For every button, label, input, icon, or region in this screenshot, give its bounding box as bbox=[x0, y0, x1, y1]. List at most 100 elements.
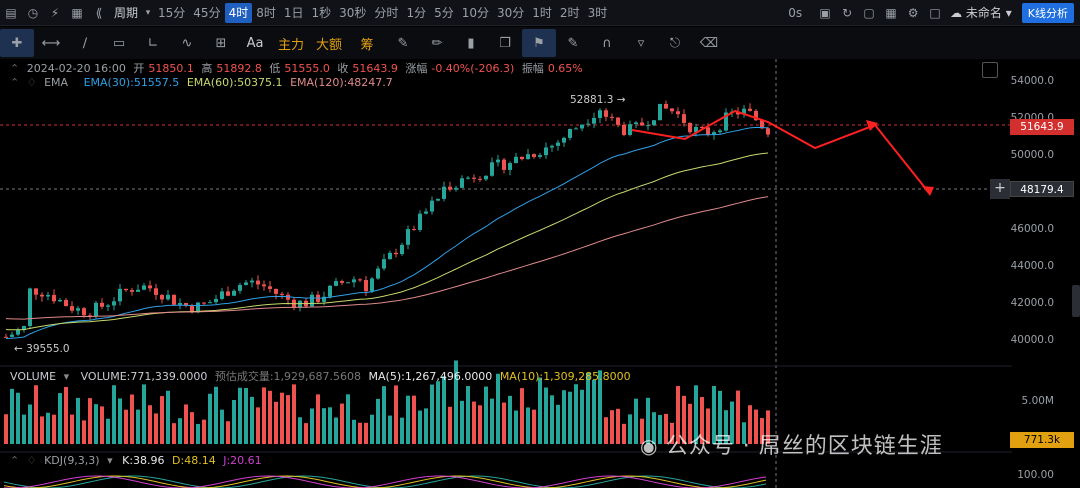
crosshair-price-tag: 48179.4 bbox=[1010, 181, 1074, 197]
grid-icon[interactable]: ▦ bbox=[885, 6, 897, 20]
chart-area[interactable]: ⌃ 2024-02-20 16:00 开 51850.1 高 51892.8 低 51… bbox=[0, 59, 1080, 488]
volume-bar bbox=[394, 385, 398, 444]
camera-icon[interactable]: ▣ bbox=[819, 6, 831, 20]
candle-body bbox=[766, 128, 770, 135]
magnet-icon[interactable]: ∩ bbox=[602, 35, 612, 51]
volume-bar bbox=[28, 404, 32, 444]
volume-bar bbox=[142, 384, 146, 444]
volume-bar bbox=[550, 395, 554, 444]
chevron-down-icon[interactable]: ▾ bbox=[145, 7, 151, 18]
crosshair-tool-icon[interactable]: ✚ bbox=[0, 29, 34, 57]
volume-bar bbox=[226, 421, 230, 444]
period-10[interactable]: 10分 bbox=[461, 5, 489, 20]
close-label: 收 bbox=[337, 62, 349, 75]
copy-icon[interactable]: ❐ bbox=[499, 35, 511, 51]
volume-bar bbox=[538, 377, 542, 444]
period-13[interactable]: 2时 bbox=[559, 5, 580, 20]
clock-icon[interactable]: ◷ bbox=[27, 5, 39, 20]
filter-icon[interactable]: ▿ bbox=[637, 35, 645, 51]
collapse-icon[interactable]: ⌃ bbox=[10, 62, 20, 75]
redo-icon[interactable]: ↻ bbox=[842, 6, 853, 20]
volume-bar bbox=[532, 409, 536, 444]
period-14[interactable]: 3时 bbox=[587, 5, 608, 20]
bell-icon[interactable]: ♢ bbox=[26, 454, 37, 467]
candle-body bbox=[394, 252, 398, 255]
main-force-tool[interactable]: 主力 bbox=[277, 37, 304, 53]
low-marker-value: 39555.0 bbox=[26, 343, 70, 355]
period-dropdown[interactable]: 周期 bbox=[114, 5, 139, 20]
calendar-icon[interactable]: ▦ bbox=[71, 5, 83, 20]
candle-body bbox=[472, 177, 476, 179]
lightning-icon[interactable]: ⚡ bbox=[50, 5, 60, 20]
chart-type-icon[interactable]: ▤ bbox=[5, 5, 17, 20]
trash-icon[interactable]: ⌫ bbox=[699, 35, 719, 51]
chip-tool[interactable]: 筹 bbox=[360, 37, 374, 53]
period-1[interactable]: 45分 bbox=[193, 5, 221, 20]
k-analysis-button[interactable]: K线分析 bbox=[1021, 3, 1074, 23]
candles-icon[interactable]: ▮ bbox=[467, 35, 475, 51]
candle-body bbox=[226, 291, 230, 296]
trend-line-icon[interactable]: ∕ bbox=[82, 35, 88, 51]
volume-bar bbox=[82, 420, 86, 444]
period-5[interactable]: 1秒 bbox=[311, 5, 332, 20]
maximize-icon[interactable]: □ bbox=[929, 6, 941, 20]
horizontal-line-icon[interactable]: ⟷ bbox=[41, 35, 61, 51]
font-tool[interactable]: Aa bbox=[246, 35, 264, 51]
chevron-down-icon[interactable]: ▾ bbox=[63, 370, 70, 383]
period-4[interactable]: 1日 bbox=[283, 5, 304, 20]
period-0[interactable]: 15分 bbox=[158, 5, 186, 20]
period-8[interactable]: 1分 bbox=[406, 5, 427, 20]
period-3[interactable]: 8时 bbox=[256, 5, 276, 20]
lock-icon[interactable]: ⎋ bbox=[669, 35, 681, 51]
volume-bar bbox=[748, 405, 752, 444]
period-2[interactable]: 4时 bbox=[224, 2, 253, 23]
volume-bar bbox=[508, 395, 512, 444]
candle-body bbox=[760, 120, 764, 129]
ema-info: ⌃ ♢ EMA EMA(30):51557.5 EMA(60):50375.1 … bbox=[10, 76, 397, 89]
rewind-icon[interactable]: ⟪ bbox=[95, 5, 103, 20]
candle-body bbox=[310, 294, 314, 307]
period-12[interactable]: 1时 bbox=[532, 5, 552, 20]
volume-bar bbox=[556, 404, 560, 444]
candle-body bbox=[610, 116, 614, 118]
collapse-icon[interactable]: ⌃ bbox=[10, 454, 20, 467]
candle-body bbox=[382, 259, 386, 269]
period-11[interactable]: 30分 bbox=[497, 5, 525, 20]
fullscreen-icon[interactable]: ▢ bbox=[863, 6, 875, 20]
volume-bar bbox=[178, 418, 182, 444]
volume-bar bbox=[280, 392, 284, 444]
add-alert-icon[interactable]: + bbox=[990, 179, 1010, 199]
ema120-value: EMA(120):48247.7 bbox=[290, 76, 393, 89]
candle-body bbox=[82, 308, 86, 316]
price-chart[interactable] bbox=[0, 59, 1080, 488]
wave-icon[interactable]: ∿ bbox=[181, 35, 193, 51]
candle-body bbox=[502, 159, 506, 170]
candle-body bbox=[154, 288, 158, 295]
candle-body bbox=[220, 291, 224, 299]
period-6[interactable]: 30秒 bbox=[339, 5, 367, 20]
measure-icon[interactable]: ⊞ bbox=[215, 35, 227, 51]
fib-fan-icon[interactable]: ∟ bbox=[147, 35, 159, 51]
collapse-icon[interactable]: ⌃ bbox=[10, 76, 20, 89]
volume-axis-top: 5.00M bbox=[1021, 395, 1054, 407]
volume-bar bbox=[670, 422, 674, 444]
expand-icon[interactable] bbox=[982, 62, 998, 78]
large-order-tool[interactable]: 大额 bbox=[315, 37, 342, 53]
brush-icon[interactable]: ✏ bbox=[431, 35, 443, 51]
rectangle-icon[interactable]: ▭ bbox=[112, 35, 126, 51]
ruler-icon[interactable]: ✎ bbox=[397, 35, 409, 51]
volume-bar bbox=[586, 372, 590, 444]
candle-body bbox=[190, 305, 194, 313]
bell-icon[interactable]: ♢ bbox=[26, 76, 37, 89]
bookmark-icon[interactable]: ⚑ bbox=[522, 29, 556, 57]
volume-bar bbox=[154, 413, 158, 444]
period-7[interactable]: 分时 bbox=[374, 5, 399, 20]
candle-body bbox=[22, 326, 26, 330]
scroll-handle[interactable] bbox=[1072, 285, 1080, 317]
gear-icon[interactable]: ⚙ bbox=[907, 6, 919, 20]
edit-icon[interactable]: ✎ bbox=[567, 35, 579, 51]
layout-name[interactable]: ☁ 未命名 ▾ bbox=[950, 6, 1012, 20]
top-toolbar: ▤ ◷ ⚡ ▦ ⟪ 周期 ▾ 15分 45分 4时 8时 1日 1秒 30秒 分时 1分 5分 10… bbox=[0, 0, 1080, 26]
period-9[interactable]: 5分 bbox=[434, 5, 454, 20]
chevron-down-icon[interactable]: ▾ bbox=[107, 454, 113, 467]
